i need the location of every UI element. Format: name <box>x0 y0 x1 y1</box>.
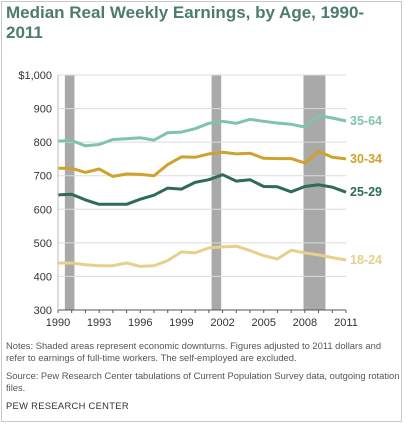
series-line-25-29 <box>57 173 347 206</box>
axes <box>57 75 347 313</box>
x-tick-label: 2008 <box>293 317 317 329</box>
y-tick-label: 700 <box>34 171 52 183</box>
gridlines <box>58 74 346 277</box>
recession-band-2 <box>303 75 326 310</box>
series-labels: 35-64 30-34 25-29 18-24 <box>350 114 382 267</box>
y-tick-label: 300 <box>34 305 52 317</box>
x-tick-label: 2005 <box>251 317 275 329</box>
x-tick-label: 1993 <box>87 317 111 329</box>
x-tick-label: 1999 <box>169 317 193 329</box>
series-lines <box>57 114 347 268</box>
footer-credit: PEW RESEARCH CENTER <box>6 400 129 411</box>
series-label-18-24: 18-24 <box>350 253 382 267</box>
y-tick-label: 600 <box>34 204 52 216</box>
recession-band-1 <box>211 75 222 310</box>
chart-source: Source: Pew Research Center tabulations … <box>6 370 400 393</box>
series-label-30-34: 30-34 <box>350 152 382 166</box>
series-line-18-24 <box>58 244 347 268</box>
series-label-25-29: 25-29 <box>350 185 382 199</box>
x-tick-label: 1996 <box>128 317 152 329</box>
y-tick-label: 900 <box>34 104 52 116</box>
y-tick-label: $1,000 <box>18 70 52 82</box>
series-label-35-64: 35-64 <box>350 114 382 128</box>
recession-shading-group <box>64 75 326 310</box>
x-tick-label: 1990 <box>46 317 70 329</box>
recession-band-0 <box>64 75 75 310</box>
y-tick-label: 400 <box>34 271 52 283</box>
chart-notes: Notes: Shaded areas represent economic d… <box>6 340 382 363</box>
y-tick-label: 500 <box>34 238 52 250</box>
series-line-30-34 <box>58 149 347 178</box>
x-tick-label: 2002 <box>210 317 234 329</box>
x-tick-label: 2011 <box>334 317 358 329</box>
series-line-35-64 <box>57 114 347 148</box>
chart-title: Median Real Weekly Earnings, by Age, 199… <box>6 3 365 42</box>
y-tick-label: 800 <box>34 137 52 149</box>
